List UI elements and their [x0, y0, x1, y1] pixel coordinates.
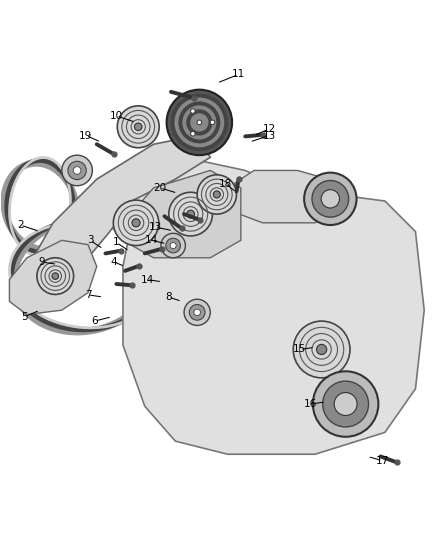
Circle shape — [334, 393, 357, 416]
Circle shape — [37, 258, 74, 294]
Circle shape — [313, 372, 378, 437]
Text: 16: 16 — [304, 399, 317, 409]
Circle shape — [117, 106, 159, 148]
Circle shape — [161, 233, 185, 258]
Polygon shape — [10, 240, 97, 314]
Circle shape — [186, 109, 212, 135]
Text: 2: 2 — [17, 220, 24, 230]
Text: 17: 17 — [376, 456, 389, 466]
Circle shape — [113, 200, 159, 246]
Text: 5: 5 — [21, 312, 28, 322]
Polygon shape — [228, 171, 341, 223]
Text: 13: 13 — [263, 131, 276, 141]
Text: 8: 8 — [166, 292, 172, 302]
Text: 14: 14 — [145, 235, 158, 245]
Circle shape — [134, 123, 142, 131]
Circle shape — [187, 210, 194, 218]
Text: 1: 1 — [113, 238, 120, 247]
Text: 4: 4 — [111, 257, 117, 267]
Polygon shape — [123, 171, 241, 258]
Circle shape — [190, 113, 208, 132]
Circle shape — [174, 98, 224, 147]
Circle shape — [323, 381, 368, 427]
Circle shape — [178, 101, 220, 143]
Text: 3: 3 — [87, 235, 93, 245]
Circle shape — [197, 175, 237, 214]
Circle shape — [184, 299, 210, 326]
Text: 11: 11 — [232, 69, 245, 79]
Text: 13: 13 — [149, 222, 162, 232]
Circle shape — [194, 309, 201, 316]
Circle shape — [191, 109, 195, 114]
Circle shape — [182, 106, 216, 140]
Circle shape — [304, 173, 357, 225]
Text: 20: 20 — [153, 183, 166, 193]
Circle shape — [170, 243, 176, 248]
Circle shape — [293, 321, 350, 378]
Text: 19: 19 — [79, 131, 92, 141]
Circle shape — [68, 161, 86, 180]
Circle shape — [210, 120, 215, 125]
Text: 10: 10 — [110, 111, 123, 121]
Circle shape — [189, 304, 205, 320]
Circle shape — [132, 219, 140, 227]
Circle shape — [62, 155, 92, 185]
Circle shape — [321, 190, 339, 208]
Circle shape — [170, 94, 228, 151]
Polygon shape — [35, 135, 210, 280]
Circle shape — [73, 167, 81, 174]
Text: 7: 7 — [85, 290, 92, 300]
Circle shape — [317, 344, 327, 354]
Text: 6: 6 — [91, 316, 98, 326]
Circle shape — [197, 120, 201, 125]
Circle shape — [52, 273, 59, 279]
Circle shape — [169, 192, 212, 236]
Circle shape — [191, 132, 195, 136]
Text: 15: 15 — [293, 344, 307, 354]
Text: 18: 18 — [219, 179, 232, 189]
Circle shape — [213, 191, 220, 198]
Circle shape — [166, 238, 180, 253]
Text: 12: 12 — [263, 124, 276, 134]
Polygon shape — [123, 157, 424, 454]
Text: 14: 14 — [140, 274, 154, 285]
Circle shape — [312, 181, 349, 217]
Circle shape — [166, 90, 232, 155]
Text: 9: 9 — [39, 257, 46, 267]
